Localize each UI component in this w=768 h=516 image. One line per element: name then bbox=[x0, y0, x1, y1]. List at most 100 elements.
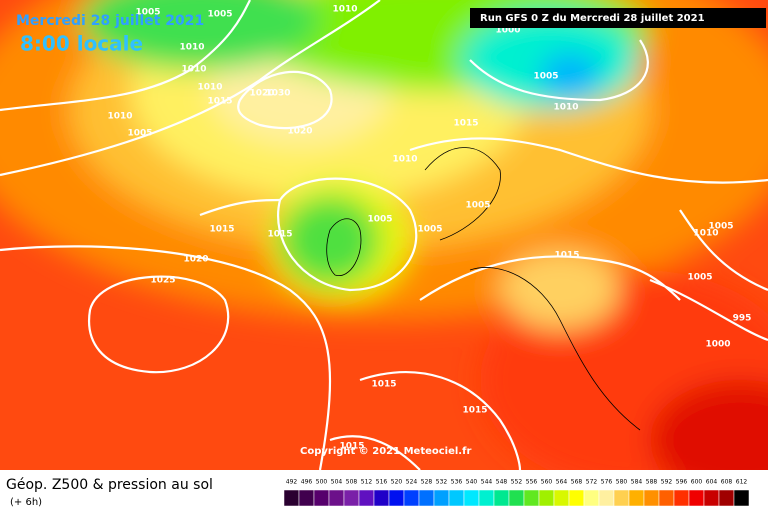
run-box bbox=[470, 8, 766, 28]
scale-label: 576 bbox=[601, 479, 613, 486]
isobar-label: 1030 bbox=[265, 89, 290, 99]
color-swatch bbox=[343, 489, 360, 507]
color-swatch bbox=[703, 489, 720, 507]
color-swatch bbox=[328, 489, 345, 507]
scale-label: 588 bbox=[646, 479, 658, 486]
isobar-label: 1005 bbox=[708, 222, 733, 232]
scale-label: 564 bbox=[556, 479, 568, 486]
scale-label: 600 bbox=[691, 479, 703, 486]
color-swatch bbox=[508, 489, 525, 507]
scale-label: 608 bbox=[721, 479, 733, 486]
isobar-label: 995 bbox=[733, 314, 752, 324]
scale-label: 536 bbox=[451, 479, 463, 486]
scale-label: 548 bbox=[496, 479, 508, 486]
scale-label: 528 bbox=[421, 479, 433, 486]
isobar-label: 1020 bbox=[249, 89, 274, 99]
isobar bbox=[277, 177, 418, 292]
color-swatch bbox=[433, 489, 450, 507]
isobar-label: 1005 bbox=[533, 72, 558, 82]
isobar-label: 1010 bbox=[553, 103, 578, 113]
field: 1005 1005 10101010101010101015102010301010… bbox=[0, 0, 768, 470]
isobar bbox=[0, 0, 251, 112]
color-swatch bbox=[613, 489, 630, 507]
color-swatch bbox=[478, 489, 495, 507]
legend-step: (+ 6h) bbox=[10, 497, 42, 508]
scale-label: 584 bbox=[631, 479, 643, 486]
isobar-label: 1000 bbox=[495, 26, 520, 36]
isobar-label: 1015 bbox=[554, 251, 579, 261]
scale-label: 580 bbox=[616, 479, 628, 486]
isobar-label: 1005 bbox=[127, 129, 152, 139]
date-label: Mercredi 28 juillet 2021 bbox=[16, 13, 204, 29]
isobar-labels: 1005 1005 10101010101010101015102010301010… bbox=[107, 5, 751, 452]
color-swatch bbox=[538, 489, 555, 507]
color-swatch bbox=[523, 489, 540, 507]
color-swatch bbox=[733, 489, 750, 507]
color-swatch bbox=[313, 489, 330, 507]
isobar-label: 1010 bbox=[392, 155, 417, 165]
scale-label: 532 bbox=[436, 479, 448, 486]
color-swatch bbox=[358, 489, 375, 507]
color-swatch bbox=[688, 489, 705, 507]
color-swatch bbox=[373, 489, 390, 507]
isobar-label: 1010 bbox=[107, 112, 132, 122]
isobar bbox=[199, 137, 768, 217]
isobar bbox=[88, 275, 230, 374]
scale-label: 492 bbox=[286, 479, 298, 486]
isobar-label: 1000 bbox=[705, 340, 730, 350]
isobar-label: 1005 bbox=[207, 10, 232, 20]
isobar-label: 1015 bbox=[267, 230, 292, 240]
run-label: Run GFS 0 Z du Mercredi 28 juillet 2021 bbox=[480, 13, 705, 24]
isobar bbox=[0, 0, 381, 177]
scale-label: 568 bbox=[571, 479, 583, 486]
isobar bbox=[419, 209, 768, 342]
color-swatch bbox=[673, 489, 690, 507]
coastline bbox=[326, 147, 641, 431]
scale-label: 504 bbox=[331, 479, 343, 486]
color-swatch bbox=[658, 489, 675, 507]
scale-label: 500 bbox=[316, 479, 328, 486]
color-swatch bbox=[643, 489, 660, 507]
isobar-label: 1015 bbox=[207, 97, 232, 107]
color-swatch bbox=[448, 489, 465, 507]
color-swatch bbox=[283, 489, 300, 507]
color-swatch bbox=[583, 489, 600, 507]
isobar-label: 1015 bbox=[453, 119, 478, 129]
scale-label: 560 bbox=[541, 479, 553, 486]
isobar bbox=[237, 70, 333, 130]
colorbar: 492 496 500 504 508 512 516 520 524 528 532 536 540 5… bbox=[283, 479, 750, 507]
scale-label: 520 bbox=[391, 479, 403, 486]
color-swatch bbox=[553, 489, 570, 507]
scale-label: 508 bbox=[346, 479, 358, 486]
time-label: 8:00 locale bbox=[20, 32, 143, 56]
scale-label: 516 bbox=[376, 479, 388, 486]
isobar-label: 1015 bbox=[339, 442, 364, 452]
color-swatch bbox=[598, 489, 615, 507]
color-swatch bbox=[493, 489, 510, 507]
scale-label: 544 bbox=[481, 479, 493, 486]
legend-title: Géop. Z500 & pression au sol bbox=[6, 477, 213, 493]
scale-label: 604 bbox=[706, 479, 718, 486]
copyright: Copyright © 2021 Meteociel.fr bbox=[300, 446, 471, 457]
scale-label: 540 bbox=[466, 479, 478, 486]
isobar bbox=[469, 39, 649, 102]
isobar-label: 1010 bbox=[693, 229, 718, 239]
scale-label: 572 bbox=[586, 479, 598, 486]
isobar-label: 1020 bbox=[287, 127, 312, 137]
isobar-label: 1025 bbox=[150, 276, 175, 286]
color-swatch bbox=[628, 489, 645, 507]
isobar-label: 1015 bbox=[209, 225, 234, 235]
scale-label: 556 bbox=[526, 479, 538, 486]
isobar-label: 1005 bbox=[687, 273, 712, 283]
isobar-label: 1015 bbox=[462, 406, 487, 416]
color-swatch bbox=[418, 489, 435, 507]
isobar-label: 1010 bbox=[197, 83, 222, 93]
isobar-label: 1010 bbox=[332, 5, 357, 15]
isobar-label: 1005 bbox=[135, 8, 160, 18]
scale-label: 524 bbox=[406, 479, 418, 486]
color-swatch bbox=[403, 489, 420, 507]
isobar-label: 1015 bbox=[371, 380, 396, 390]
isobar-label: 1020 bbox=[183, 255, 208, 265]
color-swatch bbox=[718, 489, 735, 507]
